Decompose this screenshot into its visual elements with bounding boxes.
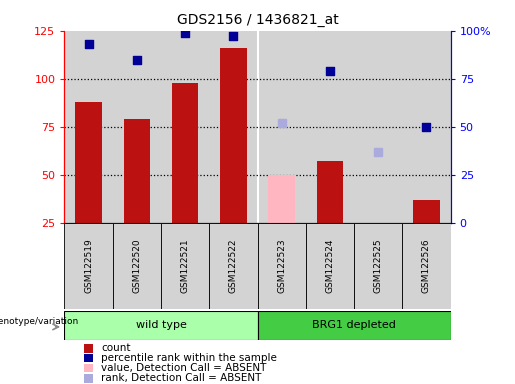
Bar xyxy=(64,223,113,309)
Bar xyxy=(172,83,198,223)
Text: GSM122526: GSM122526 xyxy=(422,238,431,293)
Bar xyxy=(113,223,161,309)
Text: count: count xyxy=(101,343,131,353)
Text: percentile rank within the sample: percentile rank within the sample xyxy=(101,353,277,363)
Point xyxy=(278,120,286,126)
Bar xyxy=(268,175,295,223)
Bar xyxy=(220,48,247,223)
Text: wild type: wild type xyxy=(135,320,186,331)
Text: GSM122524: GSM122524 xyxy=(325,239,334,293)
Bar xyxy=(161,31,209,223)
Bar xyxy=(354,223,402,309)
Text: value, Detection Call = ABSENT: value, Detection Call = ABSENT xyxy=(101,363,266,373)
Bar xyxy=(354,31,402,223)
Point xyxy=(422,124,431,130)
Bar xyxy=(75,102,102,223)
Point xyxy=(181,30,189,36)
Bar xyxy=(64,311,258,340)
Text: BRG1 depleted: BRG1 depleted xyxy=(312,320,396,331)
Bar xyxy=(113,31,161,223)
Text: GSM122521: GSM122521 xyxy=(181,238,190,293)
Point xyxy=(326,68,334,74)
Title: GDS2156 / 1436821_at: GDS2156 / 1436821_at xyxy=(177,13,338,27)
Bar xyxy=(64,31,113,223)
Text: genotype/variation: genotype/variation xyxy=(0,317,78,326)
Text: rank, Detection Call = ABSENT: rank, Detection Call = ABSENT xyxy=(101,373,262,383)
Bar xyxy=(83,364,93,372)
Text: GSM122525: GSM122525 xyxy=(374,238,383,293)
Point xyxy=(84,41,93,47)
Bar xyxy=(161,223,209,309)
Bar xyxy=(83,354,93,362)
Bar xyxy=(317,161,343,223)
Point xyxy=(229,33,237,40)
Bar xyxy=(402,31,451,223)
Bar xyxy=(258,31,306,223)
Bar xyxy=(258,311,451,340)
Point xyxy=(133,56,141,63)
Bar xyxy=(209,223,258,309)
Bar xyxy=(209,31,258,223)
Bar xyxy=(402,223,451,309)
Text: GSM122523: GSM122523 xyxy=(277,238,286,293)
Bar xyxy=(124,119,150,223)
Text: GSM122519: GSM122519 xyxy=(84,238,93,293)
Text: GSM122522: GSM122522 xyxy=(229,239,238,293)
Bar xyxy=(306,223,354,309)
Bar xyxy=(83,344,93,353)
Text: GSM122520: GSM122520 xyxy=(132,238,141,293)
Bar xyxy=(258,223,306,309)
Bar xyxy=(306,31,354,223)
Bar xyxy=(83,374,93,383)
Point xyxy=(374,149,382,155)
Bar xyxy=(413,200,440,223)
